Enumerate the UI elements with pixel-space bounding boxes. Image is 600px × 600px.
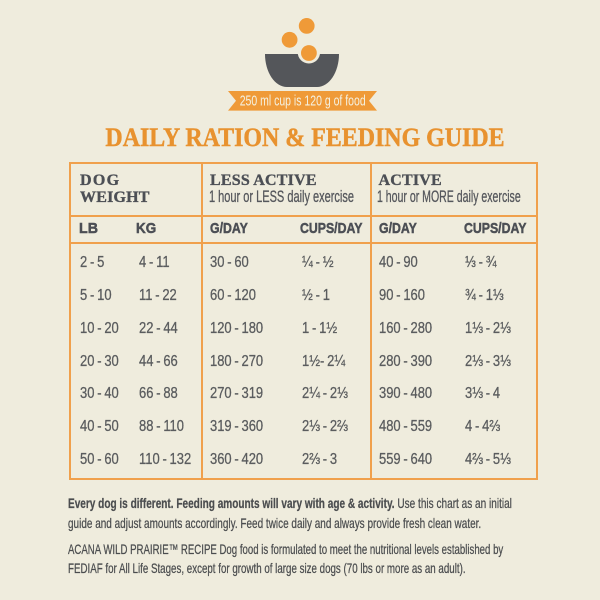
svg-text:250 ml cup is 120 g of food: 250 ml cup is 120 g of food (240, 92, 366, 109)
